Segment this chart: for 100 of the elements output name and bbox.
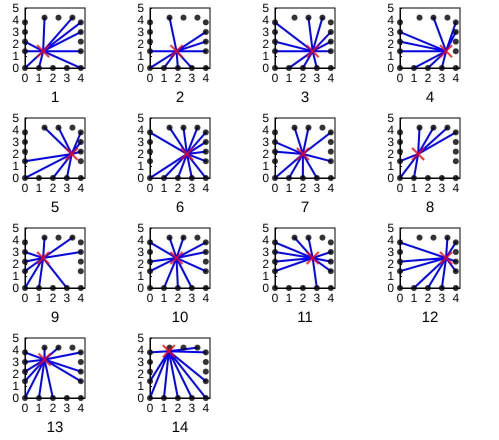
- point: [78, 349, 84, 356]
- point: [416, 14, 423, 21]
- y-tick-label: 2: [262, 37, 270, 51]
- point: [452, 139, 459, 145]
- point: [194, 14, 200, 21]
- point: [22, 19, 28, 26]
- point: [319, 234, 326, 241]
- x-tick-label: 1: [286, 181, 293, 195]
- x-axis-title: 4: [426, 89, 434, 106]
- y-tick-label: 2: [387, 147, 394, 161]
- point: [166, 234, 173, 241]
- point: [272, 175, 278, 181]
- point: [78, 148, 84, 155]
- x-tick-label: 1: [36, 181, 43, 195]
- point: [69, 14, 76, 21]
- y-tick-label: 0: [137, 391, 144, 405]
- y-tick-label: 2: [12, 257, 20, 271]
- point: [64, 395, 70, 401]
- point: [416, 124, 423, 131]
- x-tick-label: 2: [300, 181, 307, 195]
- point: [328, 158, 334, 164]
- point: [170, 44, 184, 58]
- x-tick-label: 1: [410, 291, 418, 305]
- point: [202, 148, 209, 155]
- point: [410, 285, 417, 291]
- point: [55, 14, 62, 21]
- x-tick-label: 4: [202, 401, 210, 415]
- x-axis-title: 5: [50, 199, 60, 216]
- point: [452, 129, 459, 136]
- point: [180, 234, 186, 241]
- point: [305, 14, 312, 21]
- point: [424, 285, 431, 291]
- y-tick-label: 0: [387, 281, 394, 295]
- point: [147, 395, 153, 401]
- point: [36, 395, 42, 401]
- point: [452, 48, 459, 54]
- point: [397, 148, 403, 155]
- point: [22, 395, 28, 401]
- y-tick-label: 2: [387, 37, 394, 51]
- point: [22, 258, 28, 265]
- y-tick-label: 1: [262, 269, 270, 283]
- x-tick-label: 0: [272, 291, 279, 305]
- x-axis-title: 6: [176, 199, 184, 216]
- x-tick-label: 1: [286, 71, 293, 85]
- y-tick-label: 3: [12, 25, 20, 39]
- point: [22, 268, 28, 274]
- point: [188, 395, 195, 401]
- point: [328, 285, 334, 291]
- x-tick-label: 4: [202, 71, 210, 85]
- x-tick-label: 0: [22, 401, 29, 415]
- point: [147, 359, 153, 365]
- x-tick-label: 2: [424, 291, 432, 305]
- x-tick-label: 3: [314, 291, 321, 305]
- point: [397, 175, 403, 181]
- y-tick-label: 4: [387, 123, 394, 137]
- point: [147, 258, 153, 265]
- point: [272, 158, 278, 164]
- point: [22, 368, 28, 375]
- point: [78, 65, 84, 71]
- point: [328, 19, 334, 26]
- point: [22, 378, 28, 384]
- point: [78, 268, 84, 274]
- point: [202, 129, 209, 136]
- x-tick-label: 3: [314, 181, 321, 195]
- point: [147, 268, 153, 274]
- y-tick-label: 3: [387, 25, 394, 39]
- point: [22, 158, 28, 164]
- point: [328, 268, 334, 274]
- point: [300, 175, 306, 181]
- point: [328, 239, 334, 246]
- point: [22, 129, 28, 136]
- point: [397, 249, 403, 255]
- point: [160, 175, 167, 181]
- point: [202, 19, 209, 26]
- point: [50, 395, 56, 401]
- y-tick-label: 4: [12, 233, 20, 247]
- point: [78, 249, 84, 255]
- x-tick-label: 3: [64, 71, 71, 85]
- x-tick-label: 4: [77, 291, 84, 305]
- point: [147, 48, 153, 54]
- y-tick-label: 5: [137, 111, 144, 125]
- x-axis-title: 3: [300, 89, 310, 106]
- y-tick-label: 0: [262, 281, 270, 295]
- point: [69, 234, 76, 241]
- point: [180, 344, 186, 351]
- point: [78, 48, 84, 54]
- x-tick-label: 0: [146, 401, 154, 415]
- point: [314, 65, 320, 71]
- y-tick-label: 4: [12, 343, 20, 357]
- y-tick-label: 1: [387, 49, 394, 63]
- point: [430, 124, 436, 131]
- x-tick-label: 1: [160, 71, 168, 85]
- point: [194, 124, 200, 131]
- point: [202, 139, 209, 145]
- x-tick-label: 3: [64, 291, 71, 305]
- point: [78, 258, 84, 265]
- point: [147, 38, 153, 45]
- point: [78, 359, 84, 365]
- point: [174, 65, 181, 71]
- point: [42, 14, 48, 21]
